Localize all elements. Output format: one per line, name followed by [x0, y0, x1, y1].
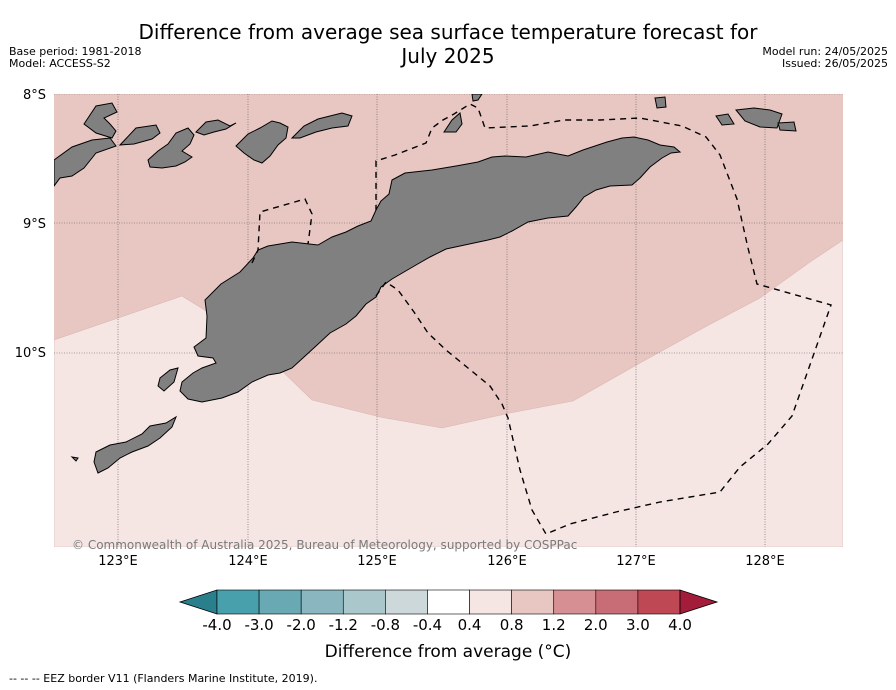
alor-main — [235, 120, 289, 164]
colorbar-segment — [553, 589, 597, 615]
colorbar: -4.0 -3.0 -2.0 -1.2 -0.8 -0.4 0.4 0.8 1.2 2.0 3.0 4… — [178, 589, 719, 634]
title-line-2: July 2025 — [401, 44, 495, 68]
colorbar-tick-label: 4.0 — [668, 616, 692, 634]
colorbar-segment — [427, 589, 470, 615]
colorbar-tick-label: 2.0 — [584, 616, 608, 634]
tanimbar-3 — [777, 121, 797, 132]
small-island-1 — [471, 94, 483, 102]
ndana-island — [157, 367, 179, 392]
colorbar-segment — [258, 589, 302, 615]
tanimbar-2 — [735, 107, 783, 129]
alor-island — [118, 124, 161, 146]
lon-label-125e: 125°E — [357, 554, 397, 569]
lon-label-124e: 124°E — [228, 554, 268, 569]
model-name: Model: ACCESS-S2 — [9, 57, 111, 70]
colorbar-tick-label: -2.0 — [287, 616, 316, 634]
timor-island — [179, 136, 682, 403]
colorbar-arrow-high — [679, 589, 719, 615]
wetar-island — [290, 112, 353, 139]
rote-island — [93, 415, 178, 474]
atauro-island — [443, 112, 463, 133]
lon-label-126e: 126°E — [487, 554, 527, 569]
model-run: Model run: 24/05/2025 — [762, 45, 888, 58]
copyright-notice: © Commonwealth of Australia 2025, Bureau… — [72, 538, 578, 552]
colorbar-tick-label: 0.8 — [500, 616, 524, 634]
colorbar-tick-label: -0.4 — [413, 616, 442, 634]
colorbar-title: Difference from average (°C) — [324, 642, 572, 662]
eez-legend-note: -- -- -- EEZ border V11 (Flanders Marine… — [9, 672, 318, 685]
colorbar-segment — [511, 589, 555, 615]
landmasses — [54, 94, 797, 474]
chart-title: Difference from average sea surface temp… — [0, 20, 896, 68]
lomblen-island — [147, 127, 195, 169]
colorbar-segment — [300, 589, 344, 615]
colorbar-segment — [637, 589, 681, 615]
lat-label-9s: 9°S — [23, 217, 46, 232]
map-area — [54, 94, 843, 547]
colorbar-segment — [469, 589, 512, 615]
colorbar-tick-label: -0.8 — [371, 616, 400, 634]
lon-label-123e: 123°E — [98, 554, 138, 569]
colorbar-tick-label: -4.0 — [202, 616, 231, 634]
colorbar-tick-label: -1.2 — [329, 616, 358, 634]
pantar-island — [195, 119, 237, 136]
colorbar-tick-label: -3.0 — [244, 616, 273, 634]
colorbar-tick-label: 3.0 — [626, 616, 650, 634]
eez-border — [251, 103, 832, 535]
solor-island — [83, 102, 118, 139]
lat-label-8s: 8°S — [23, 88, 46, 103]
small-island-2 — [654, 96, 667, 109]
lon-label-128e: 128°E — [745, 554, 785, 569]
colorbar-tick-label: 0.4 — [458, 616, 482, 634]
savu-islet — [70, 456, 79, 462]
meta-right: Model run: 24/05/2025 Issued: 26/05/2025 — [762, 46, 888, 70]
flores-east — [54, 137, 117, 187]
colorbar-segment — [216, 589, 260, 615]
sst-anomaly-map: 8°S 9°S 10°S 123°E 124°E 125°E 126°E 127… — [15, 88, 843, 634]
base-period: Base period: 1981-2018 — [9, 45, 142, 58]
issued-date: Issued: 26/05/2025 — [781, 57, 888, 70]
meta-left: Base period: 1981-2018 Model: ACCESS-S2 — [9, 46, 141, 70]
lat-label-10s: 10°S — [15, 346, 46, 361]
tanimbar-1 — [715, 113, 735, 126]
colorbar-segment — [385, 589, 428, 615]
title-line-1: Difference from average sea surface temp… — [138, 20, 758, 44]
colorbar-segment — [595, 589, 639, 615]
colorbar-tick-label: 1.2 — [542, 616, 566, 634]
lon-label-127e: 127°E — [616, 554, 656, 569]
colorbar-segment — [342, 589, 386, 615]
colorbar-arrow-low — [178, 589, 218, 615]
